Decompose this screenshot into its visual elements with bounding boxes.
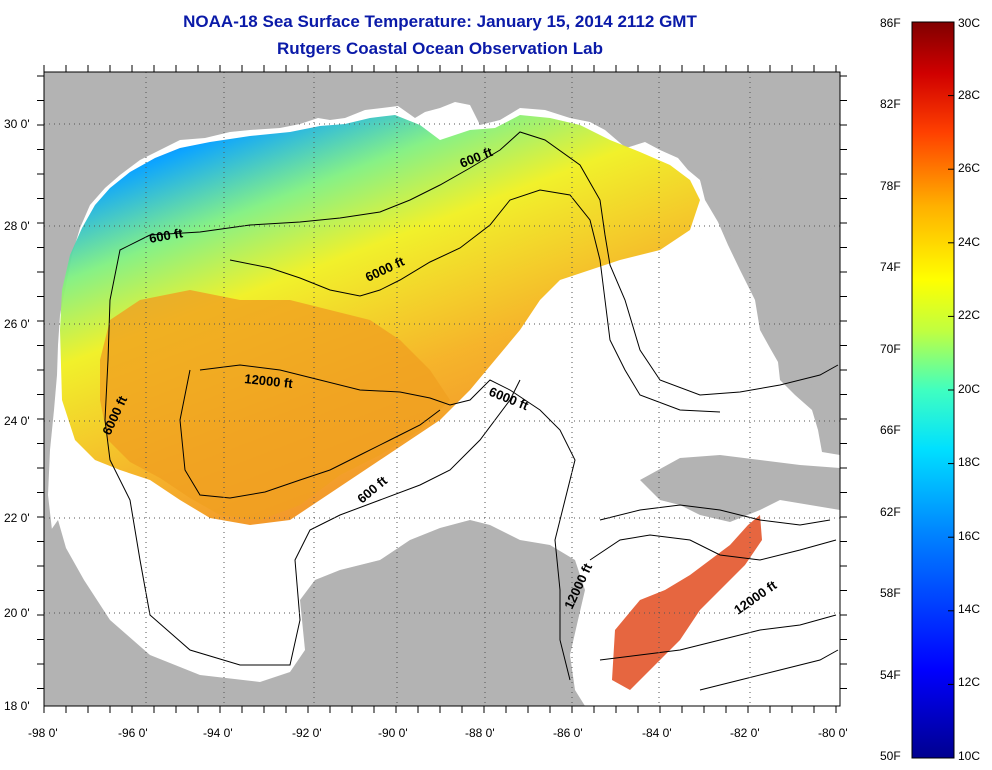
colorbar-label-f: 54F — [880, 668, 901, 682]
map-subtitle: Rutgers Coastal Ocean Observation Lab — [277, 39, 603, 58]
sst-warm-core — [100, 290, 450, 520]
colorbar-label-f: 78F — [880, 179, 901, 193]
land-north-america — [44, 72, 840, 540]
y-tick-label: 30 0' — [4, 117, 30, 131]
colorbar-label-c: 12C — [958, 675, 980, 689]
y-tick-label: 18 0' — [4, 699, 30, 713]
colorbar-label-f: 82F — [880, 97, 901, 111]
y-tick-label: 26 0' — [4, 317, 30, 331]
colorbar-label-c: 28C — [958, 88, 980, 102]
colorbar-label-c: 14C — [958, 602, 980, 616]
y-tick-label: 24 0' — [4, 414, 30, 428]
x-axis-labels: -98 0' -96 0' -94 0' -92 0' -90 0' -88 0… — [28, 726, 848, 740]
y-tick-label: 22 0' — [4, 511, 30, 525]
y-tick-label: 28 0' — [4, 219, 30, 233]
colorbar-label-c: 24C — [958, 235, 980, 249]
colorbar-label-f: 66F — [880, 423, 901, 437]
axis-ticks — [37, 65, 847, 713]
colorbar — [911, 21, 955, 759]
bathymetry-contours — [104, 131, 839, 691]
land-cuba — [640, 455, 840, 522]
colorbar-label-c: 16C — [958, 529, 980, 543]
colorbar-label-c: 20C — [958, 382, 980, 396]
x-tick-label: -94 0' — [203, 726, 233, 740]
colorbar-label-c: 30C — [958, 16, 980, 30]
colorbar-celsius-labels: 30C 28C 26C 24C 22C 20C 18C 16C 14C 12C … — [958, 16, 980, 763]
x-tick-label: -92 0' — [292, 726, 322, 740]
colorbar-label-f: 62F — [880, 505, 901, 519]
x-tick-label: -80 0' — [818, 726, 848, 740]
x-tick-label: -88 0' — [465, 726, 495, 740]
x-tick-label: -82 0' — [730, 726, 760, 740]
x-tick-label: -96 0' — [118, 726, 148, 740]
colorbar-label-f: 70F — [880, 342, 901, 356]
colorbar-fahrenheit-labels: 86F 82F 78F 74F 70F 66F 62F 58F 54F 50F — [880, 16, 901, 763]
graticule — [44, 72, 840, 706]
colorbar-label-f: 58F — [880, 586, 901, 600]
colorbar-label-f: 50F — [880, 749, 901, 763]
colorbar-ticks — [948, 21, 954, 759]
plot-frame — [43, 71, 841, 707]
x-tick-label: -84 0' — [642, 726, 672, 740]
contour-label: 12000 ft — [244, 371, 294, 391]
colorbar-label-f: 86F — [880, 16, 901, 30]
colorbar-label-c: 18C — [958, 455, 980, 469]
x-tick-label: -98 0' — [28, 726, 58, 740]
colorbar-label-c: 10C — [958, 749, 980, 763]
x-tick-label: -90 0' — [378, 726, 408, 740]
colorbar-label-c: 26C — [958, 161, 980, 175]
x-tick-label: -86 0' — [553, 726, 583, 740]
colorbar-label-f: 74F — [880, 260, 901, 274]
y-tick-label: 20 0' — [4, 606, 30, 620]
map-title: NOAA-18 Sea Surface Temperature: January… — [183, 12, 697, 31]
land-florida — [700, 130, 840, 400]
y-axis-labels: 30 0' 28 0' 26 0' 24 0' 22 0' 20 0' 18 0… — [4, 117, 30, 713]
sst-east-patch — [612, 515, 762, 690]
contour-label: 600 ft — [148, 225, 185, 246]
colorbar-label-c: 22C — [958, 308, 980, 322]
